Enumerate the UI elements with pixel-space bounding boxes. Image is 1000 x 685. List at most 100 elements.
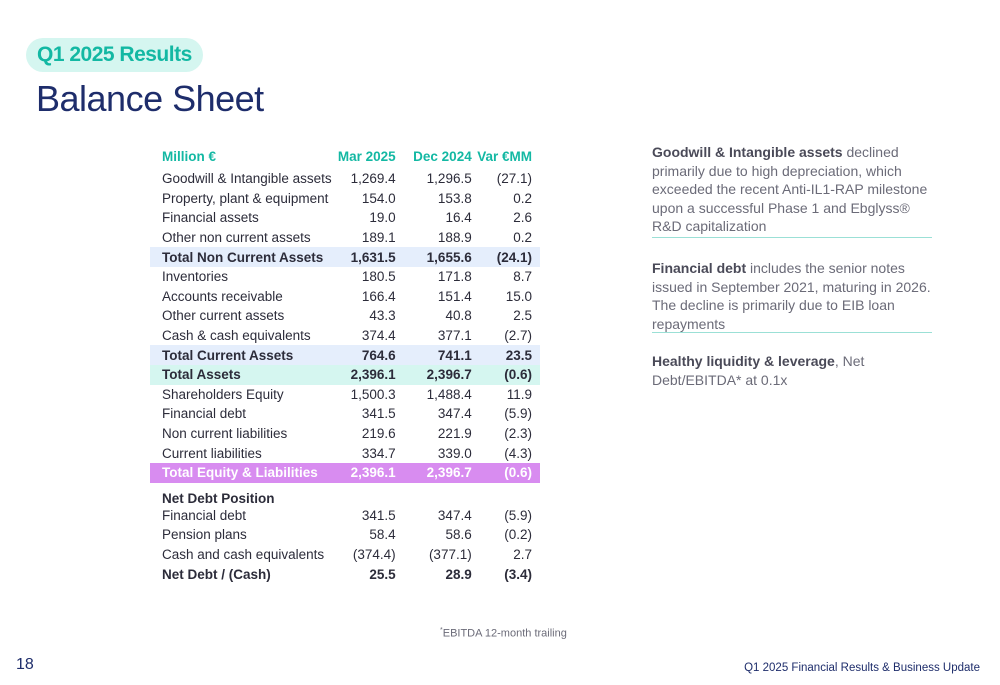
divider: [652, 332, 932, 333]
row-label: Accounts receivable: [162, 288, 283, 304]
column-header-variance: Var €MM: [477, 148, 532, 164]
table-row: Cash & cash equivalents 374.4 377.1 (2.7…: [150, 326, 540, 346]
row-variance: 8.7: [513, 269, 532, 285]
divider: [652, 237, 932, 238]
row-label: Property, plant & equipment: [162, 190, 329, 206]
net-debt-row: Pension plans 58.4 58.6 (0.2): [150, 525, 540, 545]
row-mar-2025: 189.1: [361, 230, 396, 246]
net-debt-heading: Net Debt Position: [162, 490, 275, 506]
row-variance: (5.9): [504, 507, 532, 523]
row-label: Total Non Current Assets: [150, 247, 334, 267]
note-text: includes the senior notes issued in Sept…: [652, 260, 931, 332]
row-variance: (4.3): [504, 445, 532, 461]
row-dec-2024: 221.9: [437, 426, 472, 442]
row-dec-2024: 377.1: [437, 328, 472, 344]
table-row: Non current liabilities 219.6 221.9 (2.3…: [150, 424, 540, 444]
row-label: Net Debt / (Cash): [162, 566, 271, 582]
table-row: Goodwill & Intangible assets 1,269.4 1,2…: [150, 169, 540, 189]
page-title: Balance Sheet: [36, 78, 264, 119]
row-variance: (2.3): [504, 426, 532, 442]
row-label: Goodwill & Intangible assets: [162, 171, 332, 187]
row-label: Total Current Assets: [150, 345, 334, 365]
row-variance: 2.6: [513, 210, 532, 226]
row-dec-2024: 153.8: [437, 190, 472, 206]
table-row: Other non current assets 189.1 188.9 0.2: [150, 228, 540, 248]
row-dec-2024: 741.1: [395, 345, 472, 365]
row-dec-2024: (377.1): [428, 546, 472, 562]
note-text: , Net Debt/EBITDA* at 0.1x: [652, 353, 865, 388]
row-mar-2025: 341.5: [361, 406, 396, 422]
row-label: Shareholders Equity: [162, 386, 284, 402]
row-mar-2025: 180.5: [361, 269, 396, 285]
net-debt-heading-row: Net Debt Position: [150, 483, 540, 506]
row-mar-2025: 154.0: [361, 190, 396, 206]
footnote-marker: *: [440, 627, 443, 634]
row-mar-2025: 19.0: [369, 210, 396, 226]
row-dec-2024: 2,396.7: [395, 462, 472, 483]
row-mar-2025: 58.4: [369, 527, 396, 543]
row-label: Cash and cash equivalents: [162, 546, 325, 562]
table-row: Accounts receivable 166.4 151.4 15.0: [150, 287, 540, 307]
note-heading: Healthy liquidity & leverage: [652, 353, 835, 369]
row-mar-2025: 43.3: [369, 308, 396, 324]
row-dec-2024: 1,655.6: [395, 247, 472, 267]
row-mar-2025: 1,500.3: [350, 386, 396, 402]
row-label: Total Equity & Liabilities: [150, 462, 334, 483]
row-variance: 23.5: [471, 345, 540, 365]
row-dec-2024: 339.0: [437, 445, 472, 461]
table-row: Property, plant & equipment 154.0 153.8 …: [150, 189, 540, 209]
total-row-non-current-assets: Total Non Current Assets 1,631.5 1,655.6…: [150, 247, 540, 267]
row-variance: (0.6): [471, 364, 540, 385]
table-row: Other current assets 43.3 40.8 2.5: [150, 306, 540, 326]
row-dec-2024: 347.4: [437, 406, 472, 422]
table-row: Financial assets 19.0 16.4 2.6: [150, 208, 540, 228]
row-mar-2025: 341.5: [361, 507, 396, 523]
row-variance: (24.1): [471, 247, 540, 267]
column-header-mar-2025: Mar 2025: [337, 148, 396, 164]
row-variance: 2.7: [513, 546, 532, 562]
row-dec-2024: 40.8: [445, 308, 472, 324]
row-dec-2024: 188.9: [437, 230, 472, 246]
row-label: Financial assets: [162, 210, 259, 226]
footer-title: Q1 2025 Financial Results & Business Upd…: [744, 662, 980, 674]
table-row: Current liabilities 334.7 339.0 (4.3): [150, 443, 540, 463]
table-header-row: Million € Mar 2025 Dec 2024 Var €MM: [150, 143, 540, 169]
row-dec-2024: 347.4: [437, 507, 472, 523]
footnote: *EBITDA 12-month trailing: [440, 627, 567, 640]
row-dec-2024: 58.6: [445, 527, 472, 543]
note-heading: Financial debt: [652, 260, 747, 276]
net-debt-total-row: Net Debt / (Cash) 25.5 28.9 (3.4): [150, 564, 540, 584]
table-row: Financial debt 341.5 347.4 (5.9): [150, 404, 540, 424]
row-variance: 0.2: [513, 190, 532, 206]
net-debt-row: Financial debt 341.5 347.4 (5.9): [150, 506, 540, 526]
balance-sheet-body: Goodwill & Intangible assets 1,269.4 1,2…: [150, 169, 540, 584]
table-row: Inventories 180.5 171.8 8.7: [150, 267, 540, 287]
row-variance: (2.7): [504, 328, 532, 344]
note-heading: Goodwill & Intangible assets: [652, 144, 843, 160]
results-badge: Q1 2025 Results: [26, 38, 203, 72]
table-row: Shareholders Equity 1,500.3 1,488.4 11.9: [150, 385, 540, 405]
row-mar-2025: 219.6: [361, 426, 396, 442]
row-label: Current liabilities: [162, 445, 262, 461]
row-label: Non current liabilities: [162, 426, 288, 442]
row-dec-2024: 28.9: [445, 566, 472, 582]
note-text: declined primarily due to high depreciat…: [652, 144, 928, 234]
row-dec-2024: 1,296.5: [426, 171, 472, 187]
column-header-dec-2024: Dec 2024: [413, 148, 472, 164]
row-mar-2025: 374.4: [361, 328, 396, 344]
row-mar-2025: 334.7: [361, 445, 396, 461]
row-variance: 2.5: [513, 308, 532, 324]
row-mar-2025: 1,269.4: [350, 171, 396, 187]
total-row-current-assets: Total Current Assets 764.6 741.1 23.5: [150, 345, 540, 365]
row-variance: 11.9: [506, 386, 532, 402]
row-variance: 0.2: [513, 230, 532, 246]
row-dec-2024: 1,488.4: [426, 386, 472, 402]
row-label: Inventories: [162, 269, 229, 285]
row-dec-2024: 171.8: [437, 269, 472, 285]
row-variance: 15.0: [505, 288, 532, 304]
row-label: Total Assets: [150, 364, 334, 385]
page-number: 18: [16, 656, 34, 673]
net-debt-row: Cash and cash equivalents (374.4) (377.1…: [150, 545, 540, 565]
row-mar-2025: 25.5: [369, 566, 396, 582]
total-row-equity-liabilities: Total Equity & Liabilities 2,396.1 2,396…: [150, 462, 540, 483]
